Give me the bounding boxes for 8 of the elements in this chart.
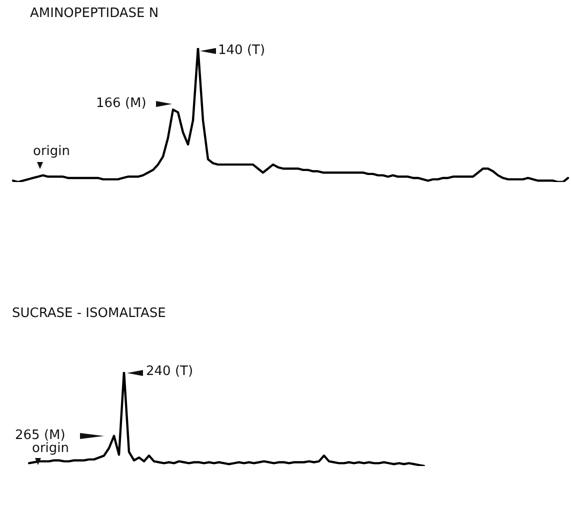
annotation: 140 (T) <box>218 43 266 59</box>
chart-title: SUCRASE - ISOMALTASE <box>12 306 166 321</box>
chart-title: AMINOPEPTIDASE N <box>30 6 159 21</box>
annotation: origin <box>32 441 70 457</box>
annotation: 166 (M) <box>96 96 146 112</box>
annotation: 265 (M) <box>15 428 66 443</box>
annotation: origin <box>33 144 70 160</box>
annotation: 240 (T) <box>146 364 194 380</box>
